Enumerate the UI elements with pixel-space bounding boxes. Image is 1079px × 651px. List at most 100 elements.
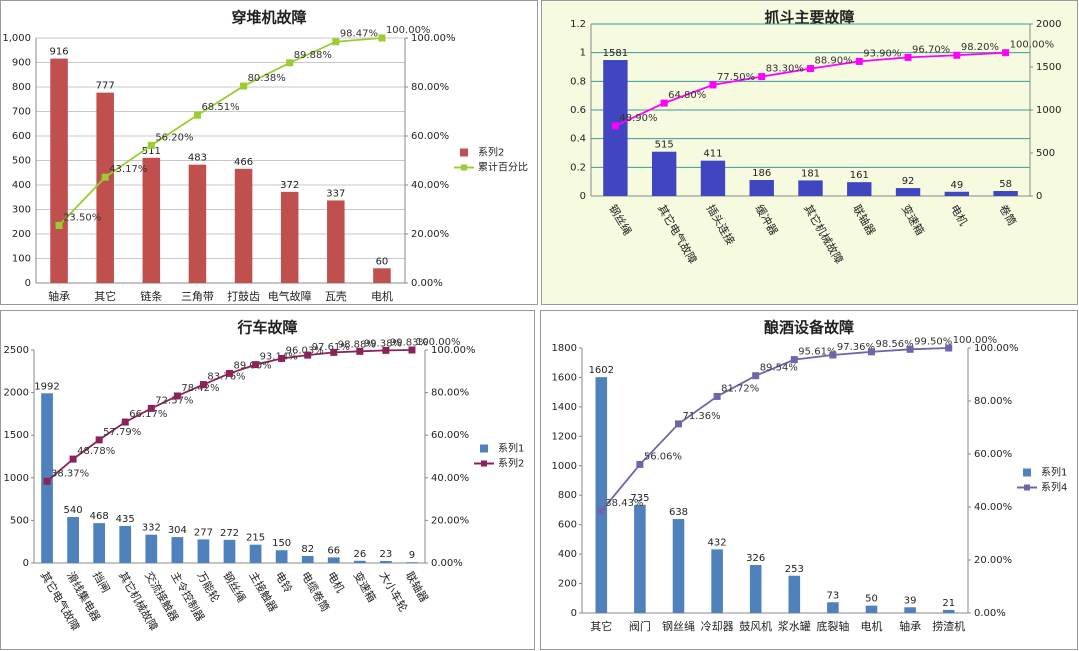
y-tick-label: 0.2 <box>570 162 586 173</box>
line-marker <box>240 82 248 90</box>
y2-tick-label: 0 <box>1036 191 1042 202</box>
line-marker <box>356 347 364 355</box>
line-marker <box>807 65 814 73</box>
bar <box>380 561 392 563</box>
line-label: 48.90% <box>619 113 657 124</box>
chart-title: 行车故障 <box>236 319 297 337</box>
line-marker <box>43 477 51 485</box>
y2-tick-label: 20.00% <box>974 555 1012 566</box>
bar <box>700 160 726 196</box>
bar-label: 161 <box>850 170 869 181</box>
chart-panel: 行车故障 0 500 1000 1500 2000 2500 0.00% 20.00% 40.00… <box>0 310 535 650</box>
line-label: 100.00% <box>1010 40 1055 51</box>
y-tick-label: 1000 <box>552 461 577 472</box>
line-label: 98.56% <box>876 339 914 350</box>
bar-label: 181 <box>801 168 820 179</box>
bar <box>327 200 345 283</box>
line-marker <box>636 460 644 468</box>
chart-panel: 抓斗主要故障00.20.40.60.811.20500100015002000钢… <box>541 0 1078 305</box>
line-label: 98.20% <box>961 42 999 53</box>
line-marker <box>906 345 914 353</box>
bar-label: 49 <box>950 180 963 191</box>
line-marker <box>790 356 798 364</box>
bar <box>904 607 916 613</box>
bar <box>865 605 878 613</box>
x-tick-label: 钢丝绳 <box>662 619 695 633</box>
x-tick-label: 轴承 <box>899 619 921 633</box>
bar <box>145 534 158 563</box>
bar-label: 272 <box>220 528 239 539</box>
bar <box>595 377 608 613</box>
bar-label: 277 <box>194 527 213 538</box>
line-label: 96.70% <box>912 44 950 55</box>
legend-swatch <box>1023 468 1031 477</box>
x-tick-label: 瓦壳 <box>325 289 347 303</box>
line-label: 83.76% <box>207 372 245 383</box>
bar <box>942 609 955 613</box>
y-tick-label: 1400 <box>552 402 577 413</box>
y2-tick-label: 20.00% <box>431 515 469 526</box>
y-tick-label: 600 <box>12 131 31 142</box>
line-marker <box>173 392 181 400</box>
legend-swatch <box>480 444 488 453</box>
line-label: 80.38% <box>248 73 286 84</box>
line-label: 100.00% <box>416 337 461 348</box>
bar-label: 60 <box>376 256 389 267</box>
x-tick-label: 阀门 <box>629 619 651 633</box>
y-tick-label: 0 <box>23 558 29 569</box>
chart-panel: 酿酒设备故障 0 200 400 600 800 1000 1200 1400 1600 1800 0… <box>540 310 1078 650</box>
chart-title: 酿酒设备故障 <box>764 319 854 337</box>
x-tick-label: 轴承 <box>48 289 70 303</box>
x-tick-label: 鼓风机 <box>739 619 772 633</box>
legend-swatch <box>461 164 467 171</box>
line-marker <box>709 81 717 89</box>
line-marker <box>904 53 912 61</box>
bar <box>798 180 823 196</box>
panel-background <box>540 310 1078 650</box>
bar-label: 82 <box>301 544 314 555</box>
line-label: 68.51% <box>201 102 239 113</box>
bar-label: 26 <box>353 549 366 560</box>
y-tick-label: 0.6 <box>570 105 586 116</box>
line-label: 56.20% <box>155 132 193 143</box>
bar <box>93 523 106 563</box>
y2-tick-label: 0.00% <box>974 608 1006 619</box>
y2-tick-label: 60.00% <box>974 449 1012 460</box>
bar-label: 466 <box>234 157 253 168</box>
y-tick-label: 2500 <box>4 345 29 356</box>
bar <box>711 549 723 613</box>
line-label: 98.47% <box>340 29 378 40</box>
line-label: 96.03% <box>286 345 324 356</box>
line-label: 56.06% <box>644 451 682 462</box>
bar <box>406 562 418 563</box>
legend-label: 系列1 <box>498 442 524 455</box>
x-tick-label: 打鼓齿 <box>227 289 260 303</box>
line-label: 98.88% <box>338 339 376 350</box>
y-tick-label: 0 <box>571 608 577 619</box>
bar <box>171 537 184 563</box>
legend-label: 系列2 <box>478 146 504 159</box>
y2-tick-label: 20.00% <box>411 229 449 240</box>
bar-label: 638 <box>669 507 688 518</box>
line-label: 93.90% <box>863 48 901 59</box>
line-label: 99.50% <box>914 336 952 347</box>
line-label: 81.72% <box>721 383 759 394</box>
line-marker <box>752 372 760 380</box>
bar-label: 58 <box>999 179 1012 190</box>
line-label: 23.50% <box>63 212 101 223</box>
y-tick-label: 700 <box>12 107 31 118</box>
line-marker <box>332 38 340 46</box>
line-marker <box>758 73 766 81</box>
line-label: 95.61% <box>798 347 836 358</box>
y-tick-label: 600 <box>558 520 577 531</box>
bar <box>353 560 366 563</box>
bar-label: 435 <box>116 514 135 525</box>
bar-label: 50 <box>865 594 878 605</box>
y2-tick-label: 60.00% <box>431 430 469 441</box>
cumulative-line <box>600 347 949 512</box>
bar <box>301 556 314 563</box>
bar <box>96 92 114 283</box>
bar-label: 21 <box>942 598 955 609</box>
line-label: 89.54% <box>760 363 798 374</box>
bar <box>197 539 210 563</box>
